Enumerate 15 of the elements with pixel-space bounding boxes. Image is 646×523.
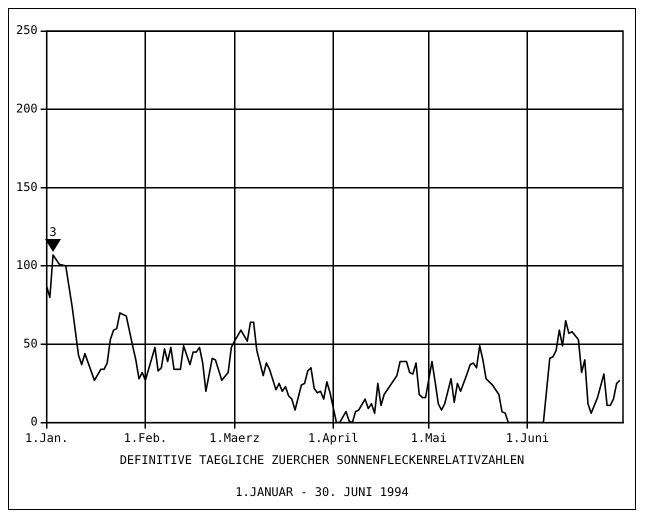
y-tick-label: 200 <box>16 101 38 116</box>
x-tick-label: 1.Mai <box>410 430 447 445</box>
text: 1.JANUAR - 30. JUNI 1994 <box>234 485 410 499</box>
text: DEFINITIVE TAEGLICHE ZUERCHER SONNENFLECKENRELATIVZAHLEN <box>118 453 526 467</box>
x-tick-label: 1.Maerz <box>209 430 260 445</box>
annotation: 3 <box>49 224 57 239</box>
y-tick-label: 50 <box>23 336 38 350</box>
y-tick-label: 0 <box>30 414 38 429</box>
x-tick-label: 1.April <box>308 430 359 445</box>
x-tick-label: 1.Jan. <box>24 430 68 445</box>
y-tick-label: 250 <box>16 23 38 38</box>
x-tick-label: 1.Juni <box>506 430 550 445</box>
y-tick-label: 100 <box>16 258 38 272</box>
y-tick-label: 150 <box>16 180 38 194</box>
x-tick-label: 1.Feb. <box>124 430 168 445</box>
